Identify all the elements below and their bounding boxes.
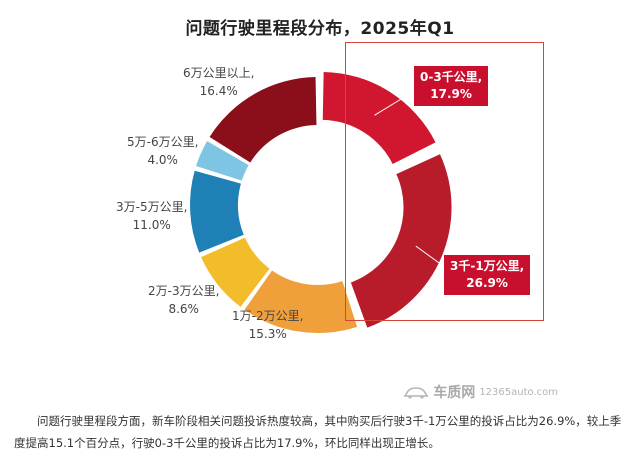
slice-label-10k-20k: 1万-2万公里, 15.3% (232, 307, 303, 343)
slice-label-3k-10k-name: 3千-1万公里, (450, 259, 525, 273)
slice-label-10k-20k-name: 1万-2万公里, (232, 309, 304, 323)
slice-label-0-3k-name: 0-3千公里, (420, 70, 483, 84)
slice-label-60k-plus-value: 16.4% (199, 84, 238, 98)
slice-label-50k-60k-value: 4.0% (147, 153, 178, 167)
donut-slice-50k-60k (196, 141, 249, 181)
donut-slice-20k-30k (201, 237, 270, 307)
chart-area: 问题行驶里程段分布，2025年Q1 0-3千公里, 17.9% 3千-1万公里,… (116, 19, 558, 402)
watermark-name: 车质网 (433, 385, 476, 401)
slice-label-0-3k-value: 17.9% (430, 87, 472, 101)
slice-label-3k-10k: 3千-1万公里, 26.9% (444, 255, 531, 295)
watermark-site: 12365auto.com (479, 386, 558, 398)
slice-label-30k-50k-value: 11.0% (132, 218, 171, 232)
slice-label-50k-60k-name: 5万-6万公里, (127, 135, 199, 149)
donut-slice-30k-50k (190, 170, 244, 253)
leader-line-0-3k (374, 89, 417, 116)
donut-chart (190, 71, 452, 333)
leader-line-3k-10k (415, 245, 447, 269)
car-logo-icon (403, 387, 429, 399)
slice-label-60k-plus-name: 6万公里以上, (183, 66, 255, 80)
donut-slice-10k-20k (244, 270, 358, 333)
slice-label-20k-30k-value: 8.6% (168, 302, 199, 316)
slice-label-20k-30k: 2万-3万公里, 8.6% (148, 282, 219, 318)
slice-label-0-3k: 0-3千公里, 17.9% (414, 66, 489, 106)
chart-title: 问题行驶里程段分布，2025年Q1 (185, 19, 455, 39)
slice-label-50k-60k: 5万-6万公里, 4.0% (127, 133, 198, 169)
slice-label-30k-50k: 3万-5万公里, 11.0% (116, 198, 187, 234)
slice-label-3k-10k-value: 26.9% (466, 276, 508, 290)
slice-label-30k-50k-name: 3万-5万公里, (116, 200, 188, 214)
slice-label-10k-20k-value: 15.3% (248, 327, 287, 341)
slice-label-20k-30k-name: 2万-3万公里, (148, 284, 220, 298)
slice-label-60k-plus: 6万公里以上, 16.4% (183, 64, 254, 100)
donut-slice-60k-plus (209, 77, 317, 163)
donut-slice-3k-10k (350, 154, 452, 328)
caption-text: 问题行驶里程段方面，新车阶段相关问题投诉热度较高，其中购买后行驶3千-1万公里的… (14, 414, 622, 450)
highlight-box (345, 42, 544, 321)
watermark: 车质网 12365auto.com (403, 382, 558, 402)
caption: 问题行驶里程段方面，新车阶段相关问题投诉热度较高，其中购买后行驶3千-1万公里的… (14, 410, 626, 454)
donut-slice-0-3k (322, 71, 436, 164)
